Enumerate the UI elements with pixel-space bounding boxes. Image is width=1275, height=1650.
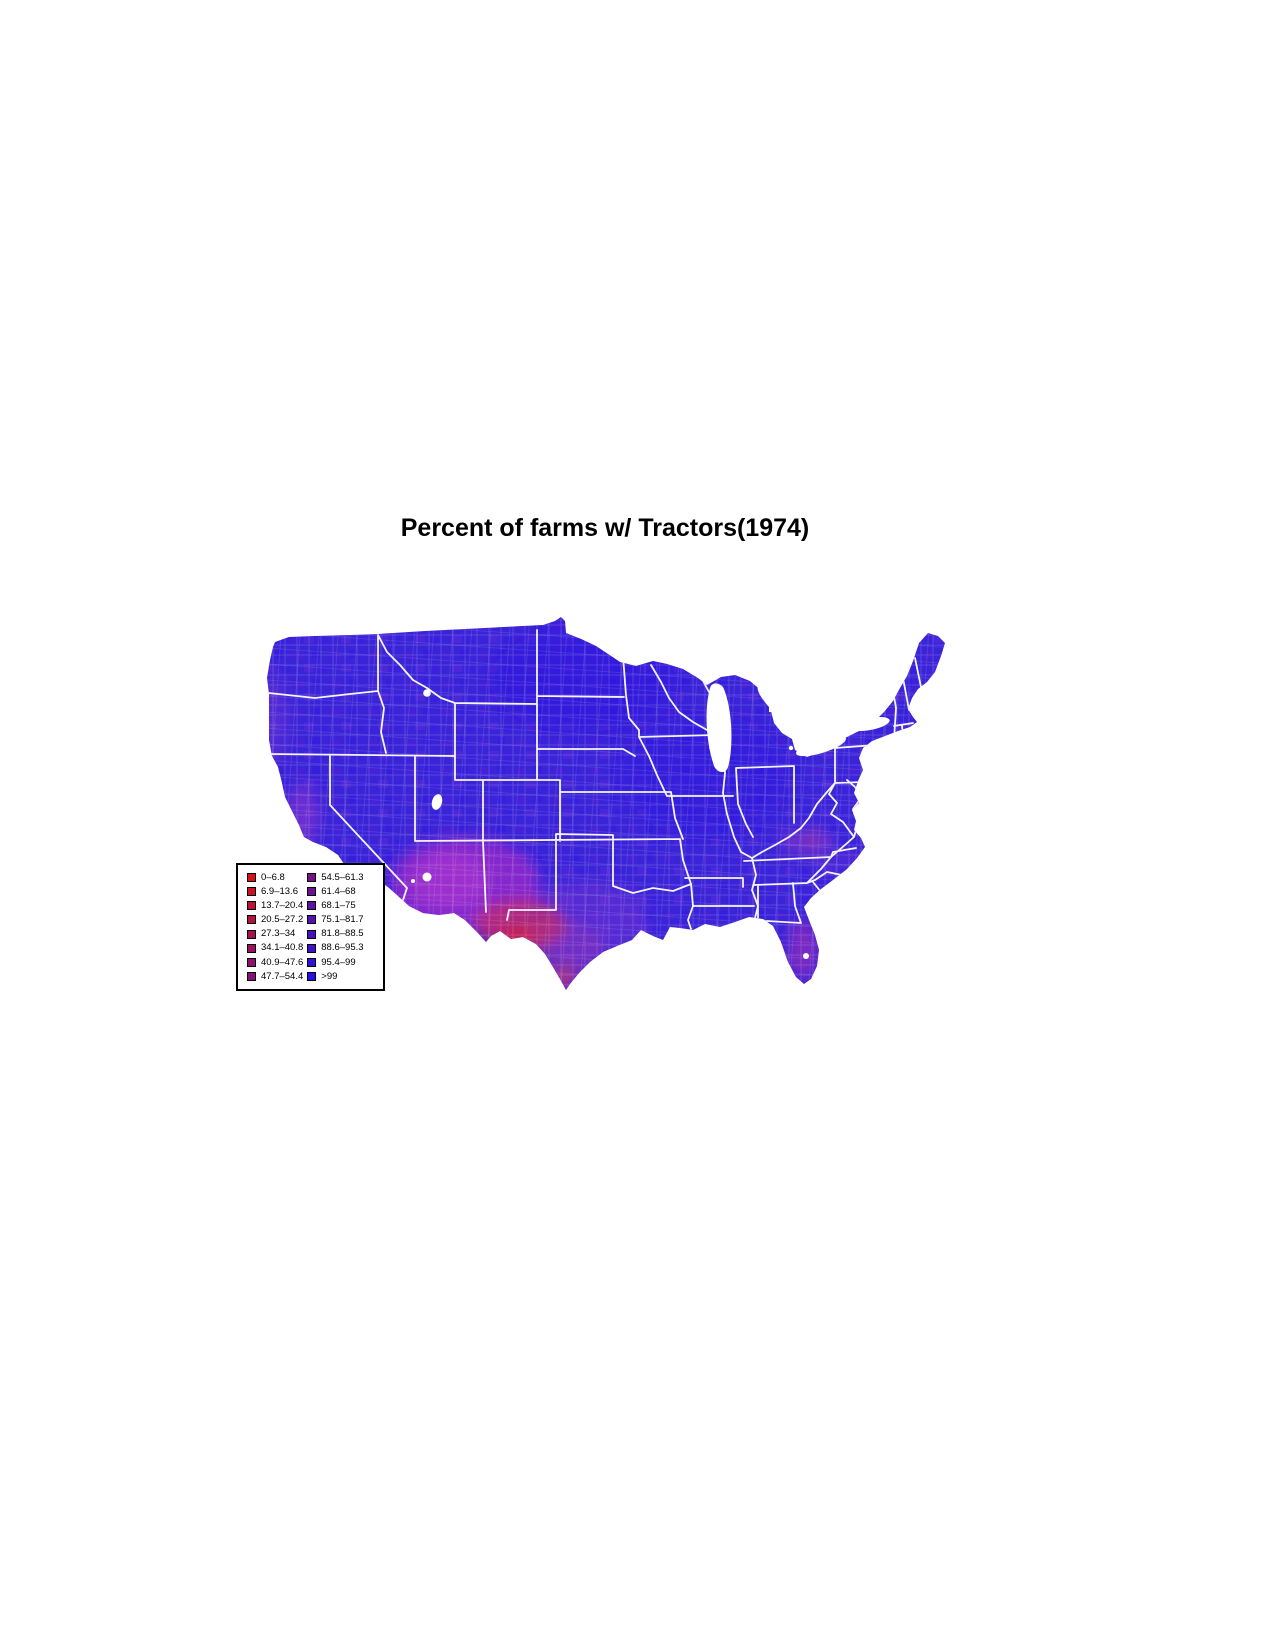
legend-swatch — [307, 901, 317, 911]
map-title: Percent of farms w/ Tractors(1974) — [400, 514, 810, 542]
legend-swatch — [247, 887, 256, 897]
legend-item: 20.5–27.2 — [247, 913, 303, 926]
legend-label: 75.1–81.7 — [321, 914, 364, 926]
legend-swatch — [247, 873, 256, 882]
legend-label: 20.5–27.2 — [261, 914, 304, 926]
legend-label: 27.3–34 — [261, 928, 296, 940]
legend-swatch — [307, 957, 317, 967]
legend-item: >99 — [307, 970, 363, 983]
legend-item: 88.6–95.3 — [307, 942, 364, 955]
legend-item: 13.7–20.4 — [247, 899, 303, 912]
legend-item: 95.4–99 — [307, 956, 363, 969]
legend-item: 61.4–68 — [307, 885, 363, 898]
lakes — [336, 646, 890, 959]
legend-swatch — [307, 929, 317, 939]
legend-swatch — [307, 915, 317, 925]
us-choropleth-map — [255, 590, 955, 1010]
legend-item: 0–6.8 — [247, 871, 303, 884]
legend-item: 68.1–75 — [307, 899, 363, 912]
legend-swatch — [307, 873, 317, 882]
legend-column-left: 0–6.8 6.9–13.6 13.7–20.4 20.5–27.2 27.3–34 34… — [238, 865, 303, 989]
legend-label: 0–6.8 — [261, 871, 285, 883]
legend-swatch — [247, 901, 256, 911]
legend-label: 88.6–95.3 — [321, 942, 364, 954]
legend-label: 68.1–75 — [321, 900, 356, 912]
legend-item: 47.7–54.4 — [247, 970, 303, 983]
legend-swatch — [247, 971, 256, 981]
legend-label: 13.7–20.4 — [261, 900, 304, 912]
legend-item: 54.5–61.3 — [307, 871, 364, 884]
legend-label: 47.7–54.4 — [261, 970, 304, 982]
legend-swatch — [247, 943, 256, 953]
legend-item: 34.1–40.8 — [247, 942, 303, 955]
legend-item: 40.9–47.6 — [247, 956, 303, 969]
legend-label: 34.1–40.8 — [261, 942, 304, 954]
legend-box: 0–6.8 6.9–13.6 13.7–20.4 20.5–27.2 27.3–34 34… — [236, 863, 385, 991]
legend-swatch — [307, 971, 317, 981]
legend-label: 54.5–61.3 — [321, 871, 364, 883]
legend-label: 6.9–13.6 — [261, 885, 298, 897]
legend-column-right: 54.5–61.3 61.4–68 68.1–75 75.1–81.7 81.8–88.… — [303, 865, 364, 989]
legend-item: 81.8–88.5 — [307, 928, 364, 941]
legend-item: 27.3–34 — [247, 928, 303, 941]
legend-swatch — [247, 957, 256, 967]
legend-label: >99 — [321, 970, 338, 982]
legend-label: 40.9–47.6 — [261, 956, 304, 968]
us-map-svg — [267, 617, 945, 990]
legend-label: 95.4–99 — [321, 956, 356, 968]
legend-label: 61.4–68 — [321, 885, 356, 897]
legend-swatch — [247, 915, 256, 925]
legend-label: 81.8–88.5 — [321, 928, 364, 940]
legend-item: 75.1–81.7 — [307, 913, 364, 926]
legend-swatch — [247, 929, 256, 939]
legend-item: 6.9–13.6 — [247, 885, 303, 898]
legend-swatch — [307, 887, 317, 897]
legend-swatch — [307, 943, 317, 953]
